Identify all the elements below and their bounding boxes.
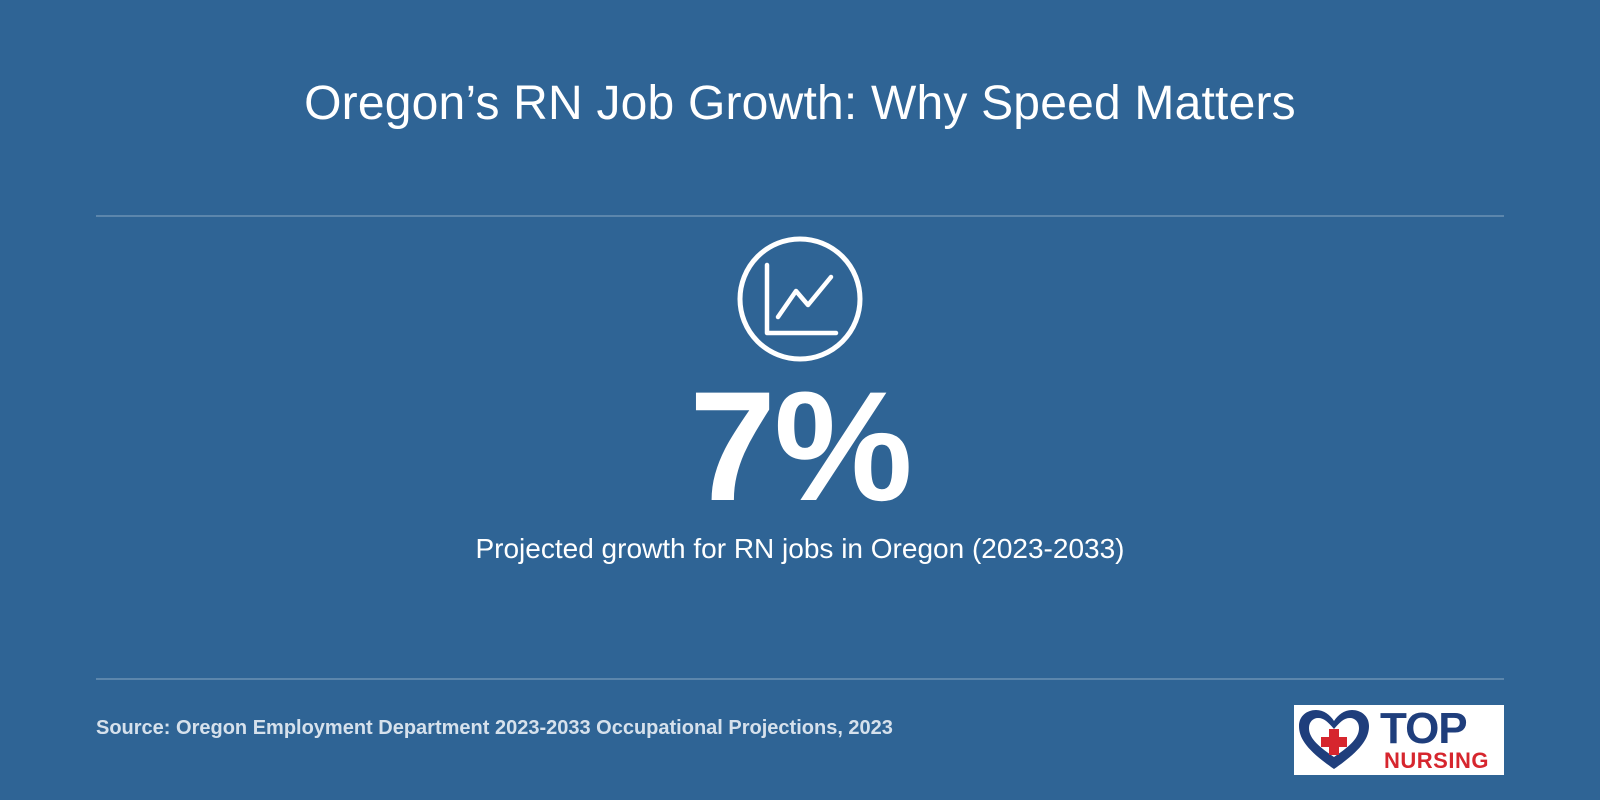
logo-text-top: TOP	[1380, 704, 1468, 753]
heart-cross-icon	[1299, 710, 1369, 769]
page-title: Oregon’s RN Job Growth: Why Speed Matter…	[304, 77, 1296, 130]
line-chart-icon	[737, 236, 863, 362]
source-citation: Source: Oregon Employment Department 202…	[96, 717, 893, 739]
top-divider	[96, 215, 1504, 217]
growth-percentage: 7%	[689, 360, 912, 534]
growth-caption: Projected growth for RN jobs in Oregon (…	[475, 533, 1125, 564]
top-nursing-logo[interactable]: TOP NURSING	[1294, 705, 1504, 775]
logo-text-nursing: NURSING	[1384, 748, 1489, 773]
bottom-divider	[96, 678, 1504, 680]
